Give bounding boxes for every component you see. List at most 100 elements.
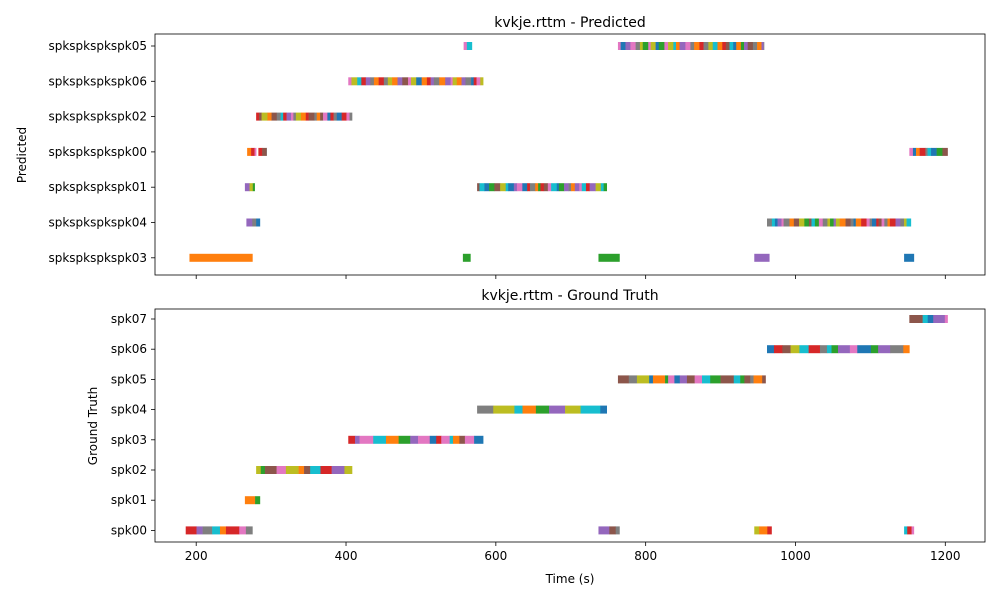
speaker-segment (767, 526, 772, 535)
speaker-segment (249, 183, 254, 192)
speaker-segment (725, 42, 730, 50)
speaker-segment (752, 42, 758, 50)
speaker-segment (349, 112, 353, 121)
speaker-segment (736, 42, 742, 50)
speaker-segment (196, 526, 203, 535)
speaker-segment (385, 435, 399, 444)
speaker-segment (373, 77, 379, 86)
speaker-segment (408, 77, 412, 86)
speaker-segment (477, 183, 480, 192)
speaker-segment (919, 147, 926, 156)
speaker-segment (500, 183, 506, 192)
speaker-segment (830, 218, 834, 227)
speaker-segment (426, 77, 431, 86)
speaker-segment (871, 218, 877, 227)
y-tick-label: spk05 (111, 372, 147, 386)
speaker-segment (884, 218, 888, 227)
speaker-segment (251, 147, 255, 156)
y-tick-label: spkspkspkspk06 (48, 74, 147, 88)
speaker-segment (799, 345, 809, 354)
speaker-segment (219, 526, 227, 535)
speaker-segment (305, 112, 309, 121)
y-tick-label: spkspkspkspk03 (48, 251, 147, 265)
speaker-segment (655, 42, 660, 50)
speaker-segment (402, 77, 409, 86)
speaker-segment (463, 42, 468, 50)
speaker-segment (777, 218, 782, 227)
speaker-segment (466, 42, 473, 50)
speaker-segment (831, 345, 839, 354)
speaker-segment (320, 466, 332, 474)
speaker-segment (763, 42, 765, 50)
speaker-segment (835, 218, 840, 227)
speaker-segment (538, 183, 541, 192)
speaker-segment (276, 466, 287, 474)
speaker-segment (819, 345, 828, 354)
speaker-segment (876, 218, 879, 227)
y-tick-label: spkspkspkspk05 (48, 39, 147, 53)
speaker-segment (668, 375, 675, 384)
speaker-segment (461, 77, 466, 86)
speaker-segment (665, 375, 669, 384)
speaker-segment (808, 345, 821, 354)
speaker-segment (889, 218, 896, 227)
speaker-segment (346, 112, 350, 121)
speaker-segment (708, 42, 714, 50)
speaker-segment (348, 435, 356, 444)
speaker-segment (650, 42, 656, 50)
speaker-segment (649, 375, 654, 384)
speaker-segment (617, 375, 630, 384)
speaker-segment (535, 405, 550, 414)
speaker-segment (471, 77, 474, 86)
predicted-plot-frame (154, 33, 986, 276)
y-tick-label: spk06 (111, 342, 147, 356)
speaker-segment (344, 466, 353, 474)
x-axis-label: Time (s) (545, 572, 595, 586)
speaker-segment (189, 253, 253, 262)
speaker-segment (246, 218, 253, 227)
predicted-y-ticks: spkspkspkspk05 spkspkspkspk06 spkspkspkspk… (48, 39, 155, 265)
speaker-segment (866, 218, 870, 227)
speaker-segment (473, 77, 477, 86)
speaker-segment (295, 112, 302, 121)
speaker-segment (642, 42, 649, 50)
speaker-segment (254, 147, 257, 156)
speaker-segment (543, 183, 549, 192)
speaker-segment (535, 183, 539, 192)
speaker-segment (782, 345, 791, 354)
speaker-segment (837, 345, 851, 354)
predicted-axes: kvkje.rttm - Predicted Predicted spkspks… (15, 15, 986, 279)
speaker-segment (620, 42, 626, 50)
speaker-segment (255, 496, 261, 505)
speaker-segment (480, 77, 484, 86)
speaker-segment (314, 112, 318, 121)
speaker-segment (799, 218, 805, 227)
speaker-segment (903, 345, 910, 354)
ground-truth-x-ticks: 200 400 600 800 1000 1200 (185, 542, 961, 563)
speaker-segment (304, 466, 311, 474)
speaker-segment (664, 42, 669, 50)
predicted-x-ticks (195, 275, 946, 279)
speaker-segment (331, 466, 345, 474)
speaker-segment (258, 147, 263, 156)
speaker-segment (878, 345, 891, 354)
speaker-segment (804, 218, 810, 227)
speaker-segment (564, 183, 569, 192)
speaker-segment (855, 218, 862, 227)
speaker-segment (286, 112, 292, 121)
ground-truth-chart-title: kvkje.rttm - Ground Truth (481, 288, 658, 304)
speaker-segment (589, 183, 596, 192)
speaker-segment (323, 112, 328, 121)
speaker-segment (679, 375, 688, 384)
speaker-segment (276, 112, 281, 121)
speaker-segment (869, 218, 873, 227)
speaker-segment (522, 405, 537, 414)
speaker-segment (579, 183, 583, 192)
speaker-segment (476, 77, 481, 86)
speaker-segment (252, 218, 257, 227)
y-tick-label: spk01 (111, 493, 147, 507)
x-tick-label: 600 (484, 549, 507, 563)
speaker-segment (909, 315, 923, 323)
y-tick-label: spk04 (111, 403, 147, 417)
